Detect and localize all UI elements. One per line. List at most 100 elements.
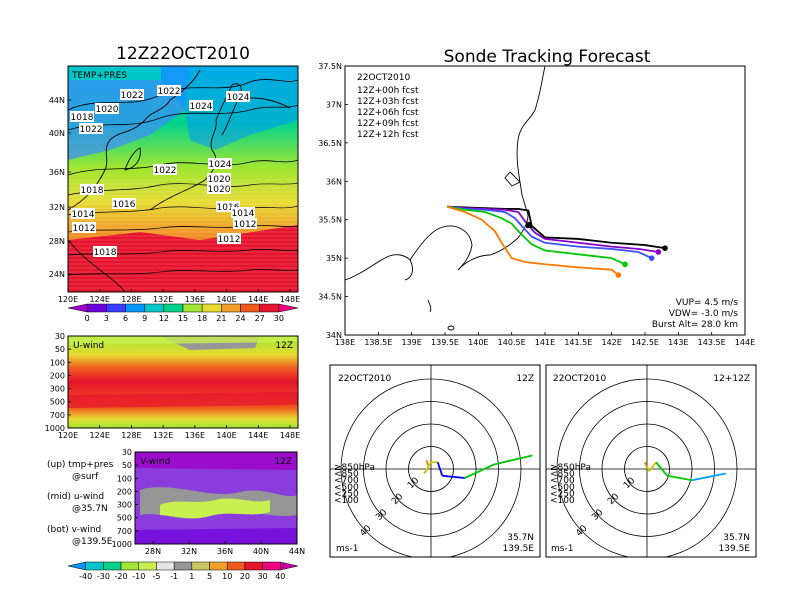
tp-xtick-label: 140E bbox=[216, 295, 236, 304]
v-colorbar-label: -5 bbox=[152, 572, 160, 581]
track-panel: 138E 138.5E 139E 139.5E 140E 140.5E 141E 141.5E… bbox=[318, 62, 755, 347]
u-ytick-label: 200 bbox=[50, 371, 65, 380]
track-xtick-label: 138E bbox=[335, 338, 355, 347]
isobar-label: 1012 bbox=[218, 235, 241, 245]
v-colorbar-label: 5 bbox=[207, 572, 212, 581]
u-wind-label: U-wind bbox=[73, 341, 104, 351]
hodograph-segment bbox=[493, 454, 533, 466]
hodograph-segment bbox=[442, 474, 465, 479]
hodograph-legend-entry: <850 bbox=[550, 470, 575, 480]
track-title: Sonde Tracking Forecast bbox=[444, 47, 651, 67]
track-xtick-label: 140E bbox=[468, 338, 488, 347]
track-legend-entry: 12Z+00h fcst bbox=[357, 86, 419, 96]
v-colorbar-swatch bbox=[244, 561, 263, 571]
track-xtick-label: 143.5E bbox=[698, 338, 726, 347]
hodograph-legend-entry: <700 bbox=[550, 476, 575, 486]
track-ytick-label: 35.5N bbox=[318, 216, 342, 225]
u-ytick-label: 500 bbox=[50, 398, 65, 407]
tp-xtick-label: 136E bbox=[185, 295, 205, 304]
hodograph-1-lon: 139.5E bbox=[503, 544, 535, 554]
temp-pres-panel: 1022 102210241024102010181022102410221020… bbox=[49, 65, 300, 304]
isobar-label-bg bbox=[93, 246, 117, 257]
isobar-label-bg bbox=[208, 158, 232, 169]
temp-colorbar-label: 12 bbox=[159, 314, 169, 323]
temp-colorbar-swatch bbox=[182, 303, 203, 313]
hodograph-2-lon: 139.5E bbox=[719, 544, 751, 554]
isobar-label: 1022 bbox=[154, 166, 177, 176]
track-end-point bbox=[655, 249, 662, 255]
track-param: Burst Alt= 28.0 km bbox=[652, 320, 738, 330]
track-xtick-label: 140.5E bbox=[498, 338, 526, 347]
isobar-label: 1020 bbox=[208, 185, 231, 195]
u-ytick-label: 1000 bbox=[45, 424, 65, 433]
v-colorbar-swatch bbox=[85, 561, 104, 571]
hodograph-legend-entry: <100 bbox=[550, 496, 575, 506]
isobar-label: 1018 bbox=[94, 248, 117, 258]
track-ytick-label: 36N bbox=[326, 177, 342, 186]
track-param: VUP= 4.5 m/s bbox=[676, 298, 739, 308]
isobar-label-bg bbox=[231, 207, 255, 218]
temp-colorbar-swatch bbox=[125, 303, 145, 313]
v-wind-green-region bbox=[160, 498, 270, 519]
isobar-label-bg bbox=[207, 183, 231, 194]
isobar-label-bg bbox=[70, 111, 94, 122]
track-line-solid bbox=[446, 205, 626, 266]
track-burst-marker bbox=[526, 222, 532, 229]
v-xtick-label: 36N bbox=[217, 547, 233, 556]
track-legend-entry: 12Z+09h fcst bbox=[357, 119, 419, 129]
u-wind-time: 12Z bbox=[275, 341, 293, 351]
v-ytick-label: 200 bbox=[117, 487, 132, 496]
isobar-label-bg bbox=[217, 233, 241, 244]
temp-colorbar-swatch bbox=[67, 303, 88, 313]
v-colorbar: -40 -30 -20 -10 -5 -1 1 5 10 20 30 40 bbox=[67, 561, 299, 581]
temp-colorbar-label: 21 bbox=[216, 314, 226, 323]
track-legend-entry: 12Z+06h fcst bbox=[357, 108, 419, 118]
hodograph-segment bbox=[643, 461, 648, 468]
note-up: (up) tmp+pres bbox=[47, 460, 114, 470]
track-end-point bbox=[622, 261, 628, 268]
u-xtick-label: 124E bbox=[90, 431, 110, 440]
hodograph-2-time: 12+12Z bbox=[713, 374, 750, 384]
u-y-ticks: 30 50 100 200 300 500 700 1000 bbox=[45, 332, 71, 433]
track-line-solid bbox=[446, 205, 653, 259]
isobar-label-bg bbox=[112, 198, 136, 209]
v-x-ticks: 28N 32N 36N 40N 44N bbox=[145, 541, 305, 556]
track-param: VDW= -3.0 m/s bbox=[669, 309, 739, 319]
temp-colorbar-swatch bbox=[86, 303, 107, 313]
track-lines bbox=[446, 205, 668, 278]
hodograph-2-trace bbox=[643, 461, 726, 482]
isobar-label: 1012 bbox=[234, 220, 257, 230]
u-ytick-label: 100 bbox=[50, 358, 65, 367]
note-mid: (mid) u-wind bbox=[47, 492, 104, 502]
temp-colorbar-label: 24 bbox=[235, 314, 245, 323]
v-colorbar-label: 30 bbox=[258, 572, 268, 581]
isobar-label: 1024 bbox=[209, 160, 232, 170]
track-date: 22OCT2010 bbox=[357, 73, 410, 83]
v-colorbar-label: 10 bbox=[222, 572, 232, 581]
hodograph-legend-entry: <850 bbox=[334, 470, 359, 480]
temp-colorbar-swatch bbox=[106, 303, 126, 313]
tp-xtick-label: 144E bbox=[248, 295, 268, 304]
isobar-label-bg bbox=[189, 100, 213, 111]
track-xtick-label: 138.5E bbox=[364, 338, 392, 347]
tp-ytick-label: 24N bbox=[49, 270, 65, 279]
isobar-label-bg bbox=[95, 103, 119, 114]
track-y-ticks: 34N 34.5N 35N 35.5N 36N 36.5N 37N 37.5N bbox=[318, 62, 348, 340]
track-ytick-label: 35N bbox=[326, 254, 342, 263]
isobar-label: 1024 bbox=[190, 102, 213, 112]
track-end-point bbox=[615, 272, 622, 278]
hodograph-legend-entry: <250 bbox=[334, 489, 359, 499]
temp-colorbar-swatch bbox=[201, 303, 222, 313]
v-colorbar-swatch bbox=[120, 561, 140, 571]
v-xtick-label: 28N bbox=[145, 547, 161, 556]
hodograph-2-date: 22OCT2010 bbox=[553, 374, 606, 384]
temp-colorbar-swatch bbox=[240, 303, 260, 313]
isobar-label-bg bbox=[207, 173, 231, 184]
tp-xtick-label: 128E bbox=[121, 295, 141, 304]
isobar-label: 1022 bbox=[121, 91, 144, 101]
isobar-label-bg bbox=[72, 222, 96, 233]
v-colorbar-swatch bbox=[103, 561, 122, 571]
